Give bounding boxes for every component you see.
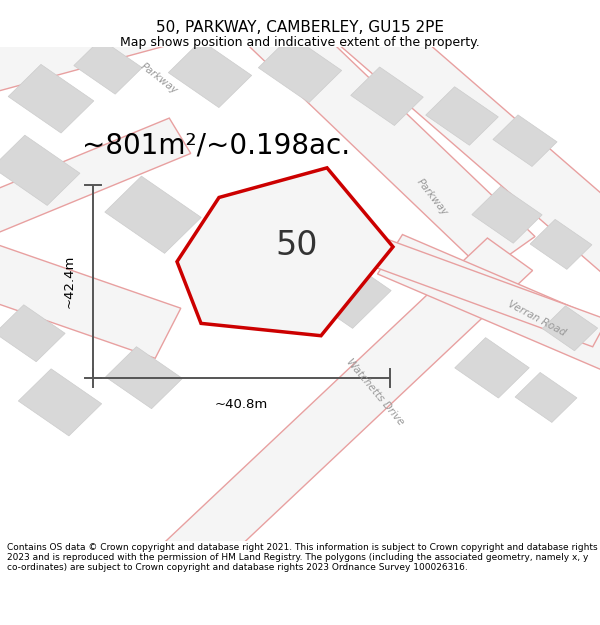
Polygon shape [177, 168, 393, 336]
Bar [455, 338, 529, 398]
Bar [0, 135, 80, 206]
Bar [515, 372, 577, 423]
Text: 50: 50 [276, 229, 318, 262]
Polygon shape [306, 0, 600, 302]
Text: ~40.8m: ~40.8m [215, 398, 268, 411]
Text: Parkway: Parkway [415, 177, 449, 218]
Polygon shape [377, 234, 600, 402]
Bar [105, 176, 201, 253]
Bar [8, 64, 94, 133]
Bar [542, 306, 598, 351]
Bar [472, 186, 542, 243]
Bar [351, 67, 423, 126]
Bar [211, 201, 317, 288]
Polygon shape [157, 238, 533, 581]
Bar [0, 305, 65, 362]
Bar [493, 115, 557, 166]
Text: Verran Road: Verran Road [506, 299, 568, 338]
Polygon shape [0, 118, 191, 252]
Bar [293, 249, 391, 328]
Polygon shape [227, 0, 535, 272]
Bar [169, 41, 251, 107]
Text: ~42.4m: ~42.4m [62, 255, 76, 308]
Text: Contains OS data © Crown copyright and database right 2021. This information is : Contains OS data © Crown copyright and d… [7, 542, 598, 572]
Polygon shape [323, 221, 600, 347]
Text: Map shows position and indicative extent of the property.: Map shows position and indicative extent… [120, 36, 480, 49]
Polygon shape [0, 229, 181, 358]
Bar [19, 369, 101, 436]
Text: 50, PARKWAY, CAMBERLEY, GU15 2PE: 50, PARKWAY, CAMBERLEY, GU15 2PE [156, 20, 444, 35]
Bar [259, 36, 341, 103]
Bar [106, 347, 182, 409]
Bar [426, 87, 498, 145]
Text: ~801m²/~0.198ac.: ~801m²/~0.198ac. [82, 132, 350, 159]
Bar [74, 39, 142, 94]
Text: Parkway: Parkway [139, 61, 179, 96]
Text: Watchetts Drive: Watchetts Drive [344, 357, 406, 428]
Polygon shape [0, 0, 340, 112]
Bar [530, 219, 592, 269]
